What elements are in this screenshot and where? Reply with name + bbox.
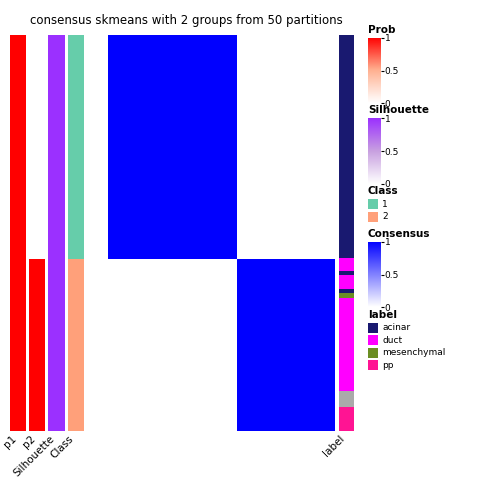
Bar	[339, 302, 354, 391]
Bar	[10, 259, 26, 431]
Text: acinar: acinar	[382, 323, 410, 332]
Text: mesenchymal: mesenchymal	[382, 348, 446, 357]
Bar	[339, 275, 354, 289]
Text: Prob: Prob	[368, 25, 396, 35]
Text: label: label	[368, 309, 397, 320]
Text: 2: 2	[382, 212, 388, 221]
Bar	[339, 391, 354, 407]
Bar	[29, 259, 45, 431]
X-axis label: Class: Class	[49, 434, 76, 460]
Bar	[68, 35, 84, 259]
Bar	[339, 289, 354, 293]
Bar	[339, 271, 354, 275]
Text: Class: Class	[368, 186, 399, 196]
X-axis label: Silhouette: Silhouette	[12, 434, 56, 478]
Bar	[339, 35, 354, 258]
X-axis label: p2: p2	[21, 434, 37, 450]
Bar	[339, 258, 354, 271]
Bar	[68, 259, 84, 431]
Bar	[339, 298, 354, 302]
Text: Consensus: Consensus	[368, 229, 430, 239]
Text: 1: 1	[382, 200, 388, 209]
Text: pp: pp	[382, 361, 394, 370]
X-axis label: p1: p1	[2, 434, 18, 450]
Text: consensus skmeans with 2 groups from 50 partitions: consensus skmeans with 2 groups from 50 …	[30, 14, 343, 27]
Bar	[339, 407, 354, 431]
Bar	[48, 259, 65, 431]
Bar	[10, 35, 26, 259]
Text: Silhouette: Silhouette	[368, 105, 429, 115]
Bar	[48, 35, 65, 259]
Text: duct: duct	[382, 336, 402, 345]
Bar	[29, 35, 45, 259]
Bar	[236, 259, 335, 431]
Bar	[108, 35, 236, 259]
X-axis label: label: label	[322, 434, 347, 459]
Bar	[339, 293, 354, 298]
